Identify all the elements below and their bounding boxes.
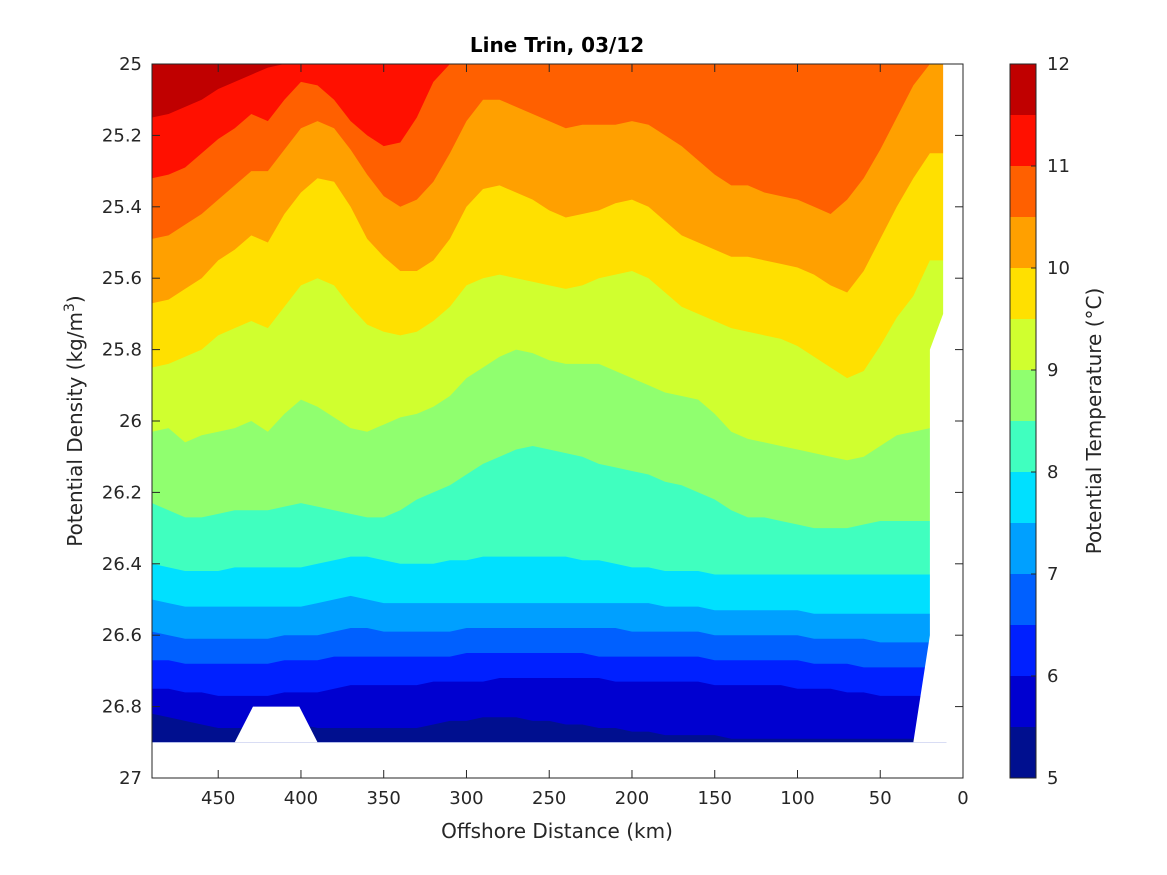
y-tick-label: 26.6 (102, 625, 142, 646)
colorbar-segment (1010, 676, 1036, 727)
colorbar-frame (1009, 63, 1037, 779)
colorbar-tick-label: 6 (1047, 666, 1058, 687)
y-tick-label: 25.4 (102, 197, 142, 218)
colorbar-segment (1010, 115, 1036, 166)
x-tick-label: 450 (201, 788, 235, 809)
colorbar-segment (1010, 268, 1036, 319)
colorbar-segment (1010, 574, 1036, 625)
x-tick-label: 100 (780, 788, 814, 809)
no-data-mask-coastal (913, 64, 963, 743)
colorbar-segment (1010, 217, 1036, 268)
colorbar-tick-label: 8 (1047, 462, 1058, 483)
contour-band (152, 678, 947, 743)
y-axis-label-main: Potential Density (kg/m (63, 312, 87, 547)
contour-fills (152, 64, 963, 778)
colorbar-segment (1010, 727, 1036, 778)
colorbar-segment (1010, 421, 1036, 472)
y-tick-label: 26 (119, 411, 142, 432)
x-tick-label: 150 (698, 788, 732, 809)
x-tick-label: 250 (532, 788, 566, 809)
y-tick-label: 25 (119, 54, 142, 75)
colorbar-segment (1010, 523, 1036, 574)
colorbar-tick-label: 12 (1047, 54, 1070, 75)
colorbar-segment (1010, 319, 1036, 370)
data-gap (234, 706, 318, 743)
x-axis-label: Offshore Distance (km) (441, 819, 673, 843)
y-axis-label-superscript: 3 (62, 303, 78, 312)
y-tick-label: 26.8 (102, 697, 142, 718)
y-tick-label: 25.8 (102, 340, 142, 361)
colorbar-tick-label: 11 (1047, 156, 1070, 177)
y-axis-label: Potential Density (kg/m3) (62, 295, 87, 546)
no-data-mask-bottom (152, 742, 963, 778)
colorbar-segment (1010, 472, 1036, 523)
colorbar-tick-label: 9 (1047, 360, 1058, 381)
x-tick-label: 200 (615, 788, 649, 809)
x-tick-label: 350 (367, 788, 401, 809)
plot-area (152, 64, 963, 778)
colorbar: 5 6 7 8 9 10 11 12 (1009, 54, 1070, 789)
colorbar-segment (1010, 64, 1036, 115)
x-tick-label: 0 (957, 788, 968, 809)
y-tick-label: 26.4 (102, 554, 142, 575)
colorbar-tick-label: 7 (1047, 564, 1058, 585)
chart-title: Line Trin, 03/12 (470, 33, 644, 57)
x-tick-label: 50 (869, 788, 892, 809)
colorbar-segment (1010, 370, 1036, 421)
x-tick-label: 300 (449, 788, 483, 809)
contour-band (152, 713, 947, 743)
colorbar-tick-label: 10 (1047, 258, 1070, 279)
colorbar-segment (1010, 625, 1036, 676)
y-tick-label: 26.2 (102, 482, 142, 503)
colorbar-label: Potential Temperature (°C) (1082, 288, 1106, 555)
y-tick-label: 25.6 (102, 268, 142, 289)
y-tick-label: 25.2 (102, 125, 142, 146)
x-tick-label: 400 (284, 788, 318, 809)
y-axis-label-suffix: ) (63, 295, 87, 303)
colorbar-tick-label: 5 (1047, 768, 1058, 789)
y-tick-label: 27 (119, 768, 142, 789)
colorbar-segment (1010, 166, 1036, 217)
axes: 450 400 350 300 250 200 150 100 50 0 25 25.2 25.4 25.… (102, 54, 969, 809)
